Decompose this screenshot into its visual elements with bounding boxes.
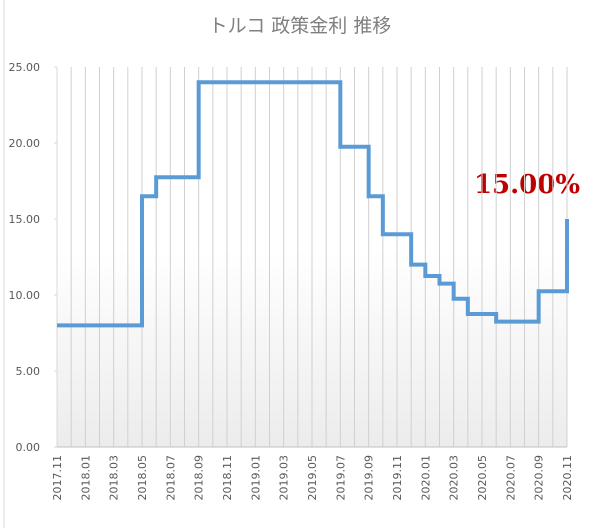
x-tick-label: 2020.07 [504,455,517,501]
x-tick-label: 2020.01 [419,455,432,501]
x-tick-label: 2019.01 [249,455,262,501]
y-tick-label: 5.00 [16,365,41,378]
y-tick-label: 10.00 [9,289,41,302]
x-tick-label: 2020.05 [476,455,489,501]
x-tick-label: 2017.11 [51,455,64,501]
x-tick-label: 2020.03 [448,455,461,501]
x-tick-label: 2018.01 [79,455,92,501]
annotation: 15.00% [474,170,580,200]
x-tick-label: 2019.09 [363,455,376,501]
y-tick-label: 25.00 [9,61,41,74]
rate-line [57,80,569,328]
x-tick-label: 2019.03 [278,455,291,501]
chart-title: トルコ 政策金利 推移 [209,15,392,37]
x-tick-label: 2019.07 [334,455,347,501]
y-tick-label: 15.00 [9,213,41,226]
x-tick-label: 2018.03 [108,455,121,501]
x-tick-label: 2018.05 [136,455,149,501]
x-tick-label: 2019.11 [391,455,404,501]
y-tick-label: 0.00 [16,441,41,454]
y-tick-label: 20.00 [9,137,41,150]
x-tick-label: 2018.09 [193,455,206,501]
x-tick-label: 2018.11 [221,455,234,501]
x-tick-label: 2020.11 [561,455,574,501]
x-tick-label: 2020.09 [533,455,546,501]
x-tick-label: 2018.07 [164,455,177,501]
x-tick-label: 2019.05 [306,455,319,501]
